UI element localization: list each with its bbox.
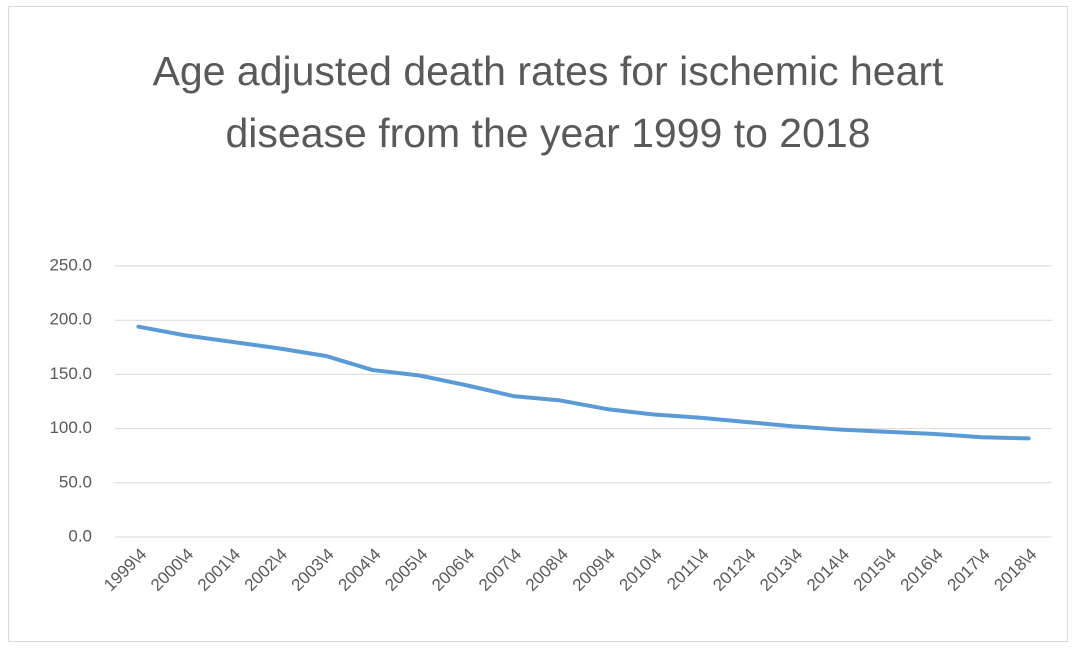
x-tick-label: 2009\4	[569, 545, 619, 595]
x-tick-label: 2013\4	[756, 545, 806, 595]
y-tick-label: 200.0	[49, 310, 92, 329]
y-tick-label: 100.0	[49, 418, 92, 437]
x-tick-label: 2002\4	[241, 545, 291, 595]
x-tick-label: 2008\4	[522, 545, 572, 595]
x-tick-label: 2011\4	[663, 545, 712, 594]
chart-title: Age adjusted death rates for ischemic he…	[152, 48, 944, 156]
x-tick-label: 2000\4	[147, 545, 197, 595]
x-tick-label: 2005\4	[381, 545, 431, 595]
x-tick-label: 2016\4	[897, 545, 947, 595]
x-tick-label: 1999\4	[100, 545, 150, 595]
x-tick-label: 2018\4	[990, 545, 1040, 595]
x-tick-label: 2003\4	[288, 545, 338, 595]
x-tick-label: 2007\4	[475, 545, 525, 595]
chart-frame	[8, 6, 1068, 642]
x-tick-label: 2006\4	[428, 545, 478, 595]
y-tick-label: 250.0	[49, 255, 92, 274]
y-tick-label: 150.0	[49, 364, 92, 383]
y-tick-label: 0.0	[68, 526, 92, 545]
data-line	[136, 324, 1031, 441]
x-tick-label: 2012\4	[709, 545, 759, 595]
x-tick-label: 2004\4	[334, 545, 384, 595]
x-tick-label: 2010\4	[616, 545, 666, 595]
x-tick-label: 2017\4	[944, 545, 994, 595]
x-tick-label: 2015\4	[850, 545, 900, 595]
y-tick-label: 50.0	[59, 472, 92, 491]
x-tick-label: 2014\4	[803, 545, 853, 595]
x-tick-label: 2001\4	[194, 545, 244, 595]
